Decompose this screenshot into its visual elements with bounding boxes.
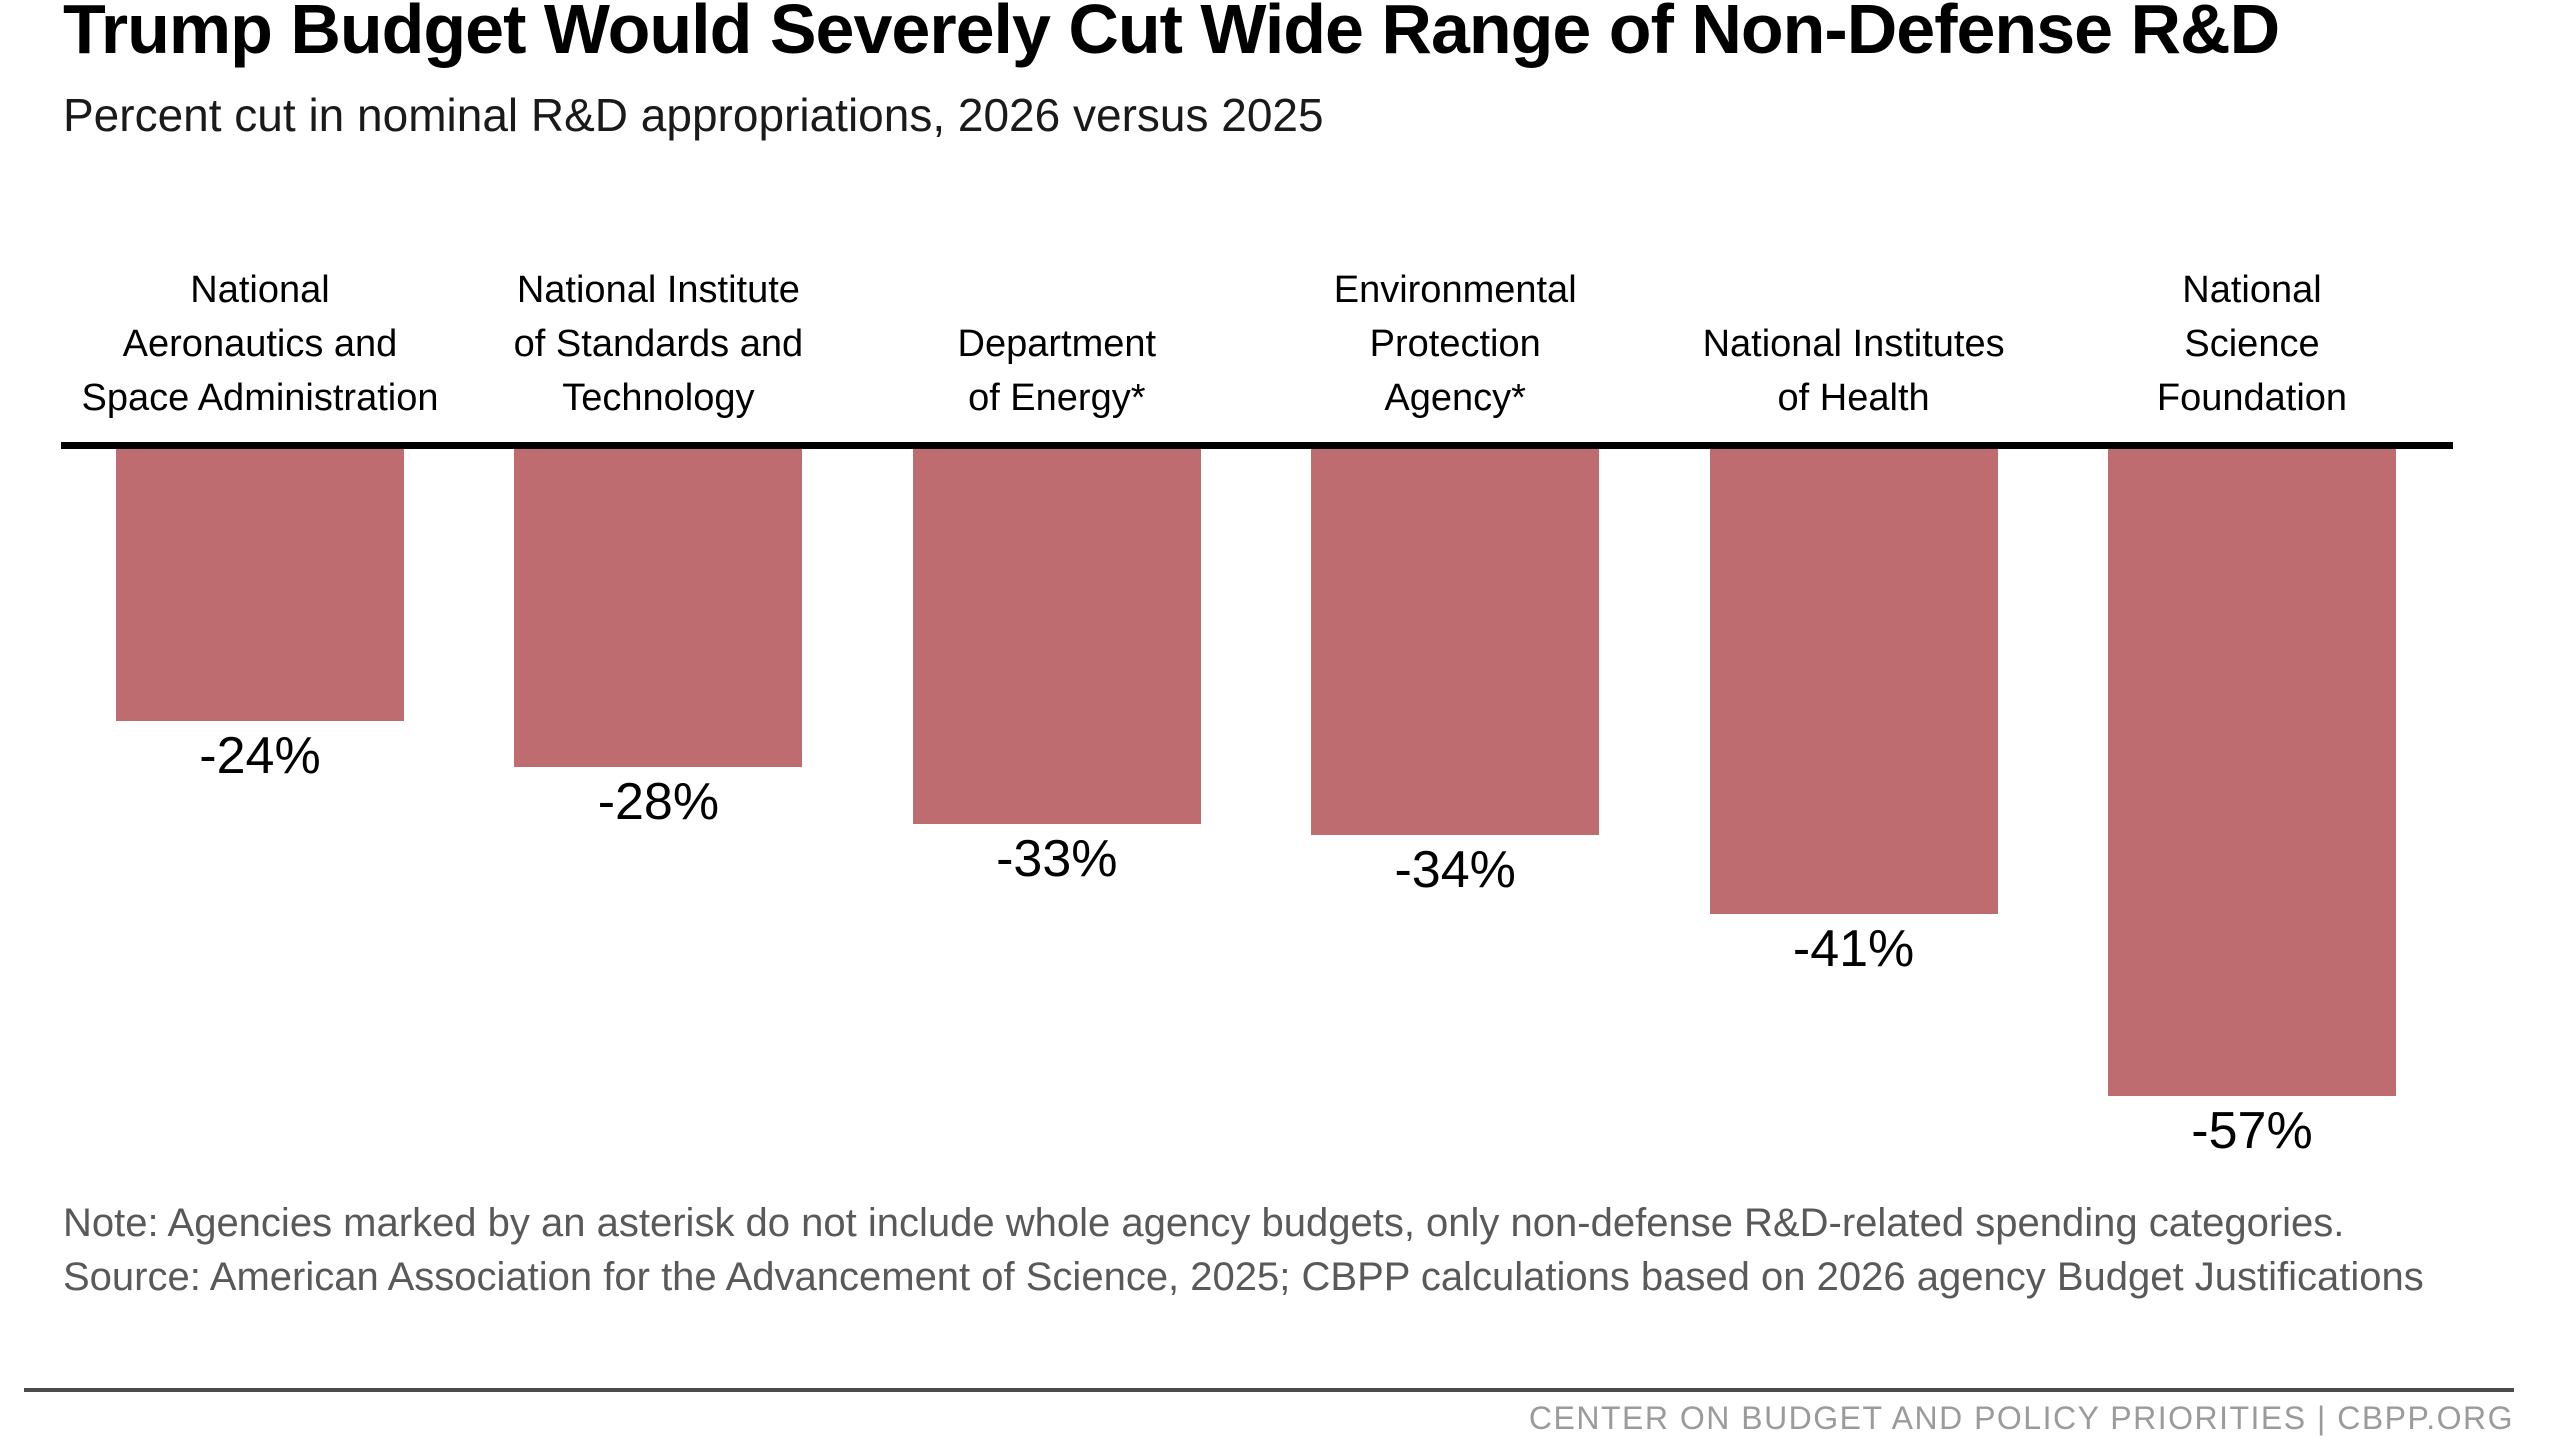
bar	[912, 449, 1201, 824]
chart-title: Trump Budget Would Severely Cut Wide Ran…	[63, 0, 2280, 68]
bar	[1311, 449, 1600, 835]
x-axis-baseline	[61, 442, 2453, 449]
category-label-line: Technology	[562, 377, 755, 419]
category-label: Department of Energy*	[847, 317, 1267, 425]
chart-subtitle: Percent cut in nominal R&D appropriation…	[63, 89, 1324, 141]
category-label: National Aeronautics and Space Administrat…	[50, 263, 470, 425]
category-label-line: Aeronautics and	[122, 323, 398, 365]
category-label-line: Foundation	[2156, 377, 2348, 419]
category-label-line: of Standards and	[513, 323, 804, 365]
category-label: Environmental Protection Agency*	[1245, 263, 1665, 425]
category-label-line: Environmental	[1333, 269, 1577, 311]
category-label-line: National	[2182, 269, 2322, 311]
value-label: -34%	[1394, 841, 1516, 899]
category-label-line: Department	[957, 323, 1157, 365]
value-label: -28%	[597, 773, 720, 831]
bar	[514, 449, 803, 767]
category-label-line: Space Administration	[81, 377, 439, 419]
bar	[116, 449, 404, 721]
chart-source: Source: American Association for the Adv…	[63, 1255, 2424, 1299]
category-label-line: Protection	[1369, 323, 1541, 365]
category-label-line: National	[190, 269, 330, 311]
value-label: -57%	[2191, 1102, 2313, 1160]
category-label-line: of Health	[1777, 377, 1930, 419]
category-label-line: National Institute	[516, 269, 800, 311]
category-label-line: Agency*	[1384, 377, 1526, 419]
category-label: National Institute of Standards and Techno…	[448, 263, 868, 425]
category-label-line: National Institutes	[1702, 323, 2005, 365]
category-label: National Institutes of Health	[1644, 317, 2064, 425]
value-label: -24%	[199, 727, 321, 785]
footer-divider	[24, 1388, 2514, 1392]
category-label-line: Science	[2184, 323, 2320, 365]
footer-branding: CENTER ON BUDGET AND POLICY PRIORITIES |…	[1528, 1400, 2514, 1436]
category-label: National Science Foundation	[2042, 263, 2462, 425]
value-label: -41%	[1792, 920, 1915, 978]
chart-footnotes: Note: Agencies marked by an asterisk do …	[63, 1196, 2453, 1304]
category-label-line: of Energy*	[968, 377, 1146, 419]
bar	[2108, 449, 2396, 1096]
bar	[1709, 449, 1998, 914]
value-label: -33%	[996, 830, 1118, 888]
chart-note: Note: Agencies marked by an asterisk do …	[63, 1201, 2345, 1245]
